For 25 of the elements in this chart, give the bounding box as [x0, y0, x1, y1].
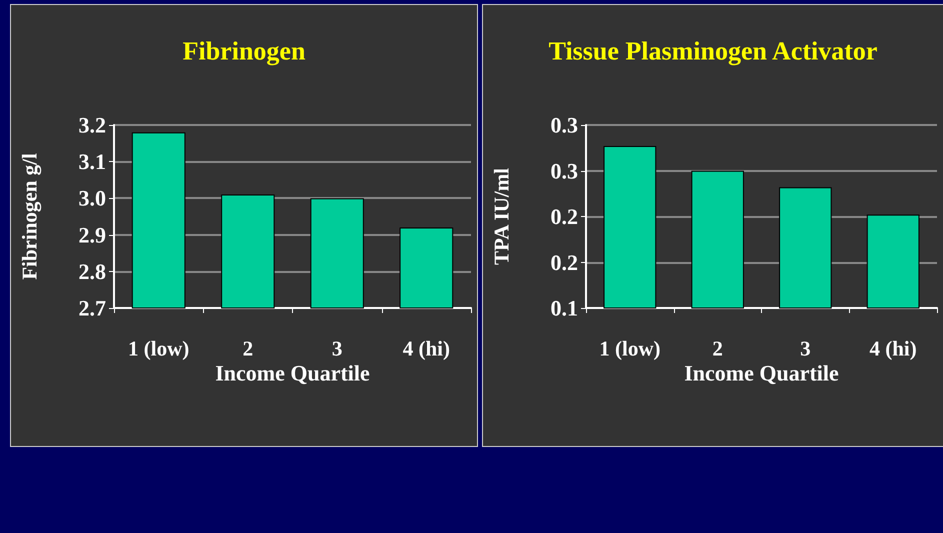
y-tick-label: 0.3	[550, 158, 578, 184]
y-tick-label: 3.2	[78, 112, 106, 138]
x-tick-label: 3	[800, 336, 811, 360]
x-tick-label: 2	[242, 336, 254, 360]
chart-title: Tissue Plasminogen Activator	[548, 36, 878, 66]
y-axis-title: TPA IU/ml	[490, 168, 514, 266]
y-tick-label: 0.2	[550, 250, 578, 275]
y-tick-label: 2.7	[78, 296, 106, 320]
y-tick-label: 0.3	[550, 112, 578, 138]
y-tick-label: 2.9	[78, 222, 106, 248]
x-tick-label: 4 (hi)	[402, 336, 450, 360]
x-tick-label: 4 (hi)	[870, 336, 917, 360]
x-tick-label: 1 (low)	[599, 336, 660, 360]
x-tick-label: 3	[332, 336, 342, 360]
y-tick-label: 0.2	[550, 204, 578, 229]
y-tick-label: 0.1	[550, 296, 578, 320]
x-axis-title: Income Quartile	[684, 360, 840, 386]
y-tick-label: 3.1	[78, 149, 106, 174]
y-tick-label: 3.0	[78, 186, 106, 211]
x-tick-label: 2	[712, 336, 723, 360]
y-axis-title: Fibrinogen g/l	[18, 153, 42, 280]
x-axis-title: Income Quartile	[215, 360, 370, 386]
chart-title: Fibrinogen	[182, 36, 306, 66]
y-tick-label: 2.8	[78, 258, 106, 284]
x-tick-label: 1 (low)	[128, 336, 190, 360]
